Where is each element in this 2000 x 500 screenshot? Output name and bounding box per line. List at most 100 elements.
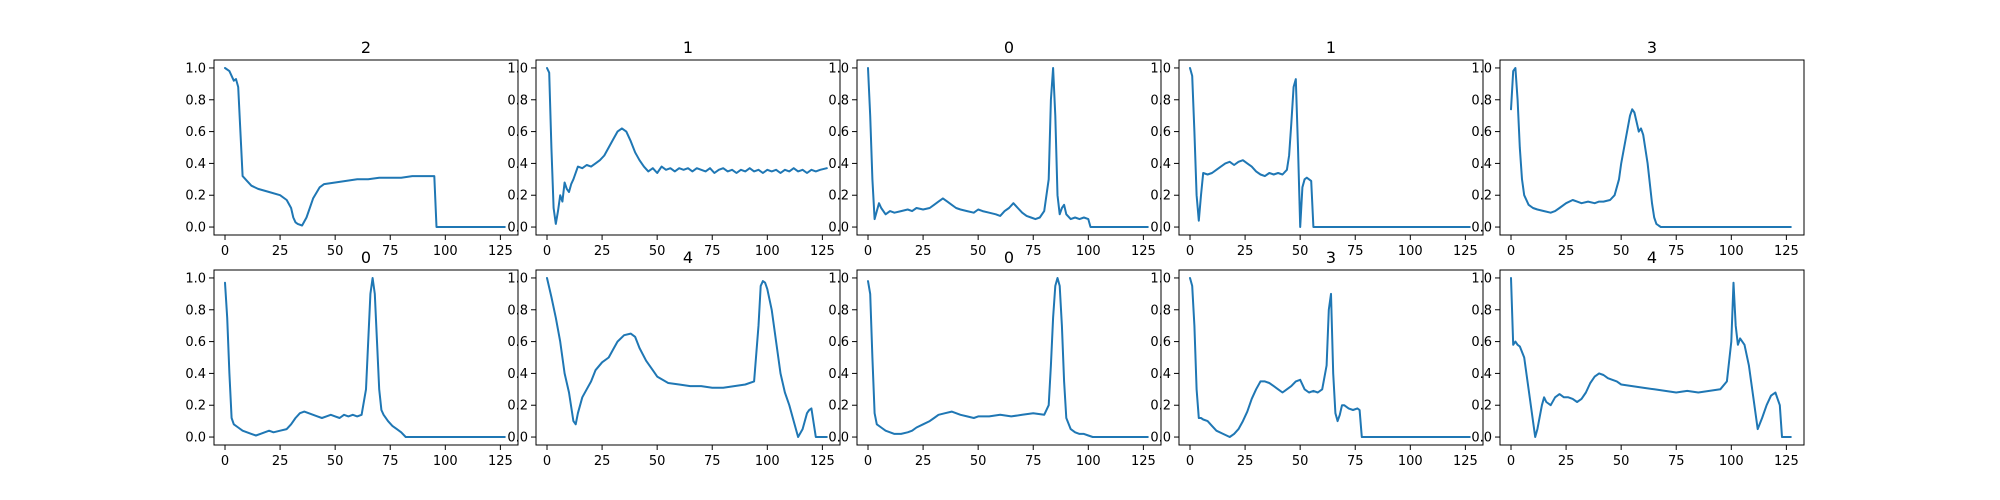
y-tick-label: 0.0 (1471, 221, 1492, 236)
subplot-7: 4 0 25 50 75 100 125 0.0 0.2 0.4 0.6 0.8 1.0 (507, 248, 841, 469)
y-tick-label: 1.0 (507, 271, 528, 286)
y-tick-label: 1.0 (1150, 271, 1171, 286)
y-tick-label: 0.4 (828, 157, 849, 172)
y-tick-label: 0.8 (1150, 93, 1171, 108)
x-tick-label: 50 (649, 244, 666, 259)
y-tick-label: 1.0 (507, 61, 528, 76)
x-tick-label: 25 (915, 244, 932, 259)
y-tick-label: 0.0 (828, 431, 849, 446)
y-tick-label: 0.2 (1471, 399, 1492, 414)
x-tick-label: 25 (1237, 244, 1254, 259)
x-tick-label: 100 (1719, 454, 1744, 469)
y-tick-label: 0.8 (828, 93, 849, 108)
subplot-10: 4 0 25 50 75 100 125 0.0 0.2 0.4 0.6 0.8 1.0 (1471, 248, 1805, 469)
y-tick-label: 0.2 (507, 399, 528, 414)
axes-frame (213, 59, 519, 236)
x-tick-label: 100 (755, 244, 780, 259)
x-tick-label: 75 (382, 244, 399, 259)
y-tick-label: 0.4 (185, 367, 206, 382)
subplot-title: 0 (1004, 248, 1014, 267)
subplot-title: 3 (1647, 38, 1657, 57)
x-tick-label: 50 (1613, 244, 1630, 259)
x-tick-label: 125 (1774, 454, 1799, 469)
y-tick-label: 0.2 (828, 399, 849, 414)
x-tick-label: 75 (1347, 454, 1364, 469)
x-tick-label: 75 (382, 454, 399, 469)
x-tick-label: 50 (327, 244, 344, 259)
y-tick-label: 0.8 (185, 93, 206, 108)
y-tick-label: 0.4 (1150, 157, 1171, 172)
y-tick-label: 0.4 (185, 157, 206, 172)
x-tick-label: 0 (1186, 244, 1194, 259)
y-tick-label: 0.8 (1471, 303, 1492, 318)
y-tick-label: 0.8 (1150, 303, 1171, 318)
x-tick-label: 25 (272, 244, 289, 259)
x-tick-label: 75 (704, 244, 721, 259)
y-tick-label: 0.2 (185, 399, 206, 414)
y-tick-label: 0.8 (828, 303, 849, 318)
y-tick-label: 1.0 (1471, 271, 1492, 286)
x-tick-label: 25 (594, 244, 611, 259)
subplot-9: 3 0 25 50 75 100 125 0.0 0.2 0.4 0.6 0.8 1.0 (1150, 248, 1484, 469)
y-tick-label: 0.0 (828, 221, 849, 236)
x-tick-label: 75 (1025, 454, 1042, 469)
x-tick-label: 25 (1558, 244, 1575, 259)
x-tick-label: 0 (1507, 454, 1515, 469)
subplot-3: 0 0 25 50 75 100 125 0.0 0.2 0.4 0.6 0.8 1.0 (828, 38, 1162, 259)
x-tick-label: 100 (1719, 244, 1744, 259)
y-tick-label: 0.6 (828, 335, 849, 350)
y-tick-label: 0.4 (828, 367, 849, 382)
y-tick-label: 0.0 (1471, 431, 1492, 446)
x-tick-label: 25 (1558, 454, 1575, 469)
x-tick-label: 125 (1453, 454, 1478, 469)
x-tick-label: 100 (1398, 454, 1423, 469)
subplot-title: 4 (683, 248, 693, 267)
x-tick-label: 100 (433, 454, 458, 469)
x-tick-label: 125 (810, 454, 835, 469)
subplot-2: 1 0 25 50 75 100 125 0.0 0.2 0.4 0.6 0.8 1.0 (507, 38, 841, 259)
subplot-title: 0 (1004, 38, 1014, 57)
axes-frame (213, 269, 519, 446)
x-tick-label: 100 (1398, 244, 1423, 259)
x-tick-label: 25 (915, 454, 932, 469)
y-tick-label: 0.6 (1471, 335, 1492, 350)
y-tick-label: 1.0 (1471, 61, 1492, 76)
series-line (867, 67, 1149, 228)
series-line (1189, 277, 1471, 438)
y-tick-label: 0.6 (1150, 125, 1171, 140)
series-line (1510, 277, 1792, 438)
axes-frame (856, 59, 1162, 236)
subplot-4: 1 0 25 50 75 100 125 0.0 0.2 0.4 0.6 0.8 1.0 (1150, 38, 1484, 259)
y-tick-label: 0.0 (1150, 431, 1171, 446)
y-tick-label: 0.8 (185, 303, 206, 318)
x-tick-label: 100 (1076, 454, 1101, 469)
subplot-title: 4 (1647, 248, 1657, 267)
x-tick-label: 125 (810, 244, 835, 259)
x-tick-label: 50 (1292, 244, 1309, 259)
series-line (224, 277, 506, 438)
axes-frame (535, 269, 841, 446)
x-tick-label: 0 (221, 244, 229, 259)
series-line (546, 277, 828, 438)
x-tick-label: 0 (864, 244, 872, 259)
series-line (224, 67, 506, 228)
x-tick-label: 75 (1025, 244, 1042, 259)
y-tick-label: 0.0 (1150, 221, 1171, 236)
subplot-title: 1 (1326, 38, 1336, 57)
y-tick-label: 1.0 (1150, 61, 1171, 76)
y-tick-label: 0.6 (185, 125, 206, 140)
x-tick-label: 75 (1668, 244, 1685, 259)
axes-frame (535, 59, 841, 236)
subplot-title: 1 (683, 38, 693, 57)
x-tick-label: 50 (970, 244, 987, 259)
x-tick-label: 0 (864, 454, 872, 469)
y-tick-label: 0.2 (185, 189, 206, 204)
x-tick-label: 100 (755, 454, 780, 469)
x-tick-label: 0 (1507, 244, 1515, 259)
x-tick-label: 0 (1186, 454, 1194, 469)
subplot-title: 0 (361, 248, 371, 267)
x-tick-label: 125 (1453, 244, 1478, 259)
y-tick-label: 0.0 (185, 431, 206, 446)
axes-frame (856, 269, 1162, 446)
